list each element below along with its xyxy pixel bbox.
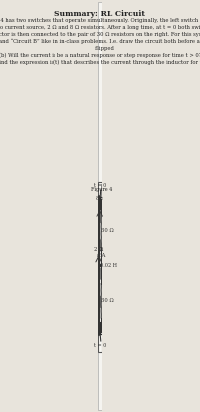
Text: Summary: RL Circuit: Summary: RL Circuit xyxy=(54,10,146,18)
Text: inductor is then connected to the pair of 30 Ω resistors on the right. For this : inductor is then connected to the pair o… xyxy=(0,32,200,37)
Text: (b) Will the current iₗ be a natural response or step response for time t > 0?: (b) Will the current iₗ be a natural res… xyxy=(0,53,200,58)
Text: The circuit shown in Figure 4 has two switches that operate simultaneously. Orig: The circuit shown in Figure 4 has two sw… xyxy=(0,18,200,23)
Text: (c) Find the expression iₗ(t) that describes the current through the inductor fo: (c) Find the expression iₗ(t) that descr… xyxy=(0,60,200,65)
Text: 8Ω: 8Ω xyxy=(96,196,103,201)
Bar xyxy=(98,182,102,352)
Text: 0.02 H: 0.02 H xyxy=(100,263,117,268)
Text: iₗ: iₗ xyxy=(97,253,100,258)
Text: Figure 4: Figure 4 xyxy=(91,187,112,192)
Text: t = 0: t = 0 xyxy=(94,183,107,188)
Text: (a) Draw “Circuit A” and “Circuit B” like in in-class problems. I.e. draw the ci: (a) Draw “Circuit A” and “Circuit B” lik… xyxy=(0,39,200,44)
FancyBboxPatch shape xyxy=(101,184,102,195)
Text: t = 0: t = 0 xyxy=(94,343,107,348)
Text: connecting the inductor to current source, 2 Ω and 8 Ω resistors. After a long t: connecting the inductor to current sourc… xyxy=(0,25,200,30)
Text: 2 Ω: 2 Ω xyxy=(94,246,104,251)
Text: 30 Ω: 30 Ω xyxy=(101,298,114,303)
FancyBboxPatch shape xyxy=(98,2,102,410)
Text: flipped: flipped xyxy=(87,46,113,51)
Text: 3A: 3A xyxy=(99,253,106,258)
Text: 30 Ω: 30 Ω xyxy=(101,228,114,233)
